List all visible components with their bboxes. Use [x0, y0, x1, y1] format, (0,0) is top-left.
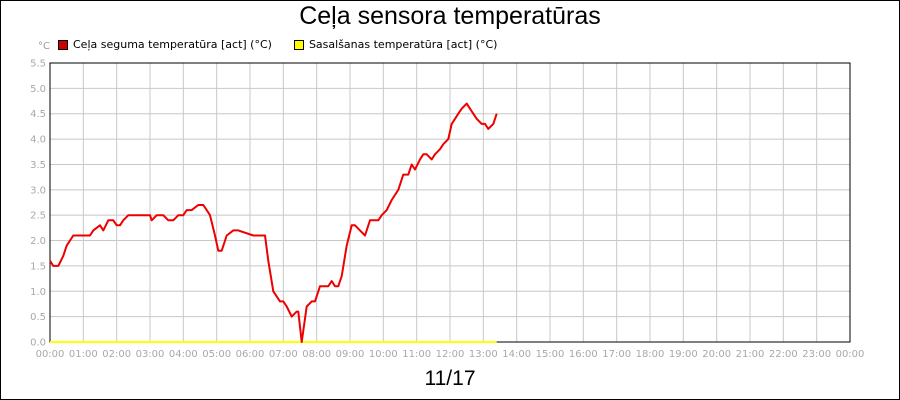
x-tick-label: 21:00	[736, 349, 765, 360]
legend-label-freezing: Sasalšanas temperatūra [act] (°C)	[308, 38, 498, 51]
series-line-road-surface	[49, 102, 498, 343]
x-tick-label: 08:00	[302, 349, 331, 360]
y-tick-label: 3.0	[30, 185, 46, 196]
legend-item-road-surface: Ceļa seguma temperatūra [act] (°C)	[58, 38, 272, 51]
x-tick-label: 22:00	[769, 349, 798, 360]
x-tick-label: 15:00	[536, 349, 565, 360]
x-tick-label: 16:00	[569, 349, 598, 360]
x-tick-label: 09:00	[336, 349, 365, 360]
x-tick-label: 13:00	[469, 349, 498, 360]
x-tick-label: 19:00	[669, 349, 698, 360]
x-tick-label: 07:00	[269, 349, 298, 360]
y-tick-label: 5.0	[30, 84, 46, 95]
x-tick-label: 00:00	[36, 349, 65, 360]
y-tick-label: 2.0	[30, 236, 46, 247]
y-unit-label: °C	[38, 41, 50, 52]
x-tick-label: 05:00	[202, 349, 231, 360]
chart-title: Ceļa sensora temperatūras	[299, 2, 601, 30]
legend-swatch-freezing	[293, 39, 304, 50]
y-tick-label: 0.5	[30, 312, 46, 323]
x-tick-label: 20:00	[702, 349, 731, 360]
legend-item-freezing: Sasalšanas temperatūra [act] (°C)	[293, 38, 498, 51]
x-tick-label: 03:00	[136, 349, 165, 360]
y-tick-label: 5.5	[30, 59, 46, 70]
legend-swatch-road-surface	[58, 39, 68, 50]
x-tick-label: 23:00	[802, 349, 831, 360]
y-tick-label: 1.5	[30, 261, 46, 272]
x-tick-label: 17:00	[602, 349, 631, 360]
x-tick-label: 11:00	[402, 349, 431, 360]
y-tick-label: 4.5	[30, 109, 46, 120]
x-tick-label: 01:00	[69, 349, 98, 360]
x-tick-label: 04:00	[169, 349, 198, 360]
y-tick-label: 1.0	[30, 287, 46, 298]
legend-label-road-surface: Ceļa seguma temperatūra [act] (°C)	[73, 38, 272, 51]
date-label: 11/17	[424, 367, 476, 390]
x-tick-label: 12:00	[436, 349, 465, 360]
x-tick-label: 18:00	[636, 349, 665, 360]
y-tick-label: 2.5	[30, 211, 46, 222]
y-tick-label: 4.0	[30, 135, 46, 146]
x-tick-label: 14:00	[502, 349, 531, 360]
y-tick-label: 0.0	[30, 338, 46, 349]
y-tick-label: 3.5	[30, 160, 46, 171]
x-tick-label: 02:00	[102, 349, 131, 360]
x-tick-label: 00:00	[836, 349, 865, 360]
x-tick-label: 06:00	[236, 349, 265, 360]
legend: Ceļa seguma temperatūra [act] (°C) Sasal…	[58, 38, 519, 51]
x-tick-label: 10:00	[369, 349, 398, 360]
